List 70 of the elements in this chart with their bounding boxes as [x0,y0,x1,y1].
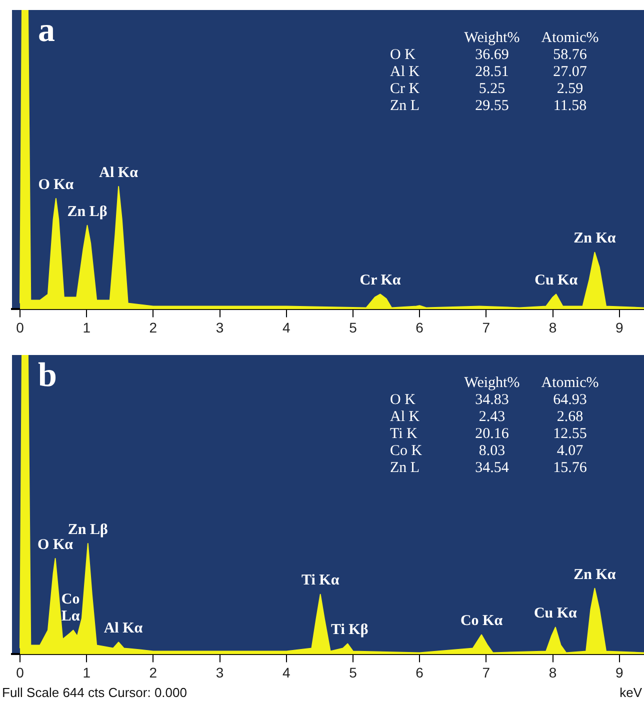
annotation: O K [390,392,416,409]
annotation: 4.07 [556,443,584,460]
x-tick-label: 8 [548,319,557,336]
annotation: Al K [390,64,420,81]
annotation: Al K [390,409,420,426]
annotation: Ti K [390,426,418,443]
annotation: 2.68 [556,409,584,426]
annotation: Zn Lβ [67,204,108,220]
x-tick-label: 5 [349,319,358,336]
annotation: Cu Kα [534,606,578,622]
annotation: Zn Kα [574,566,616,583]
x-tick-label: 3 [216,319,224,336]
x-tick-label: 2 [149,664,158,680]
x-tick-label: 9 [615,319,624,336]
annotation: O K [390,47,416,64]
annotation: 20.16 [475,426,509,443]
x-tick-label: 0 [16,664,24,680]
annotation: Co Kα [460,613,504,630]
x-tick-label: 3 [216,664,224,680]
annotation: 5.25 [478,81,506,98]
annotation: Cu Kα [534,272,578,289]
annotation: 29.55 [475,98,509,115]
annotation: Cr K [390,81,420,98]
annotation: 58.76 [553,47,587,64]
annotation: Al Kα [104,620,144,637]
annotation: Co Lα [61,592,80,625]
annotation: Atomic% [541,375,599,392]
annotation: Co K [390,443,422,460]
chart-title: b [38,357,57,395]
annotation: 27.07 [553,64,587,81]
x-tick-label: 7 [482,319,490,336]
annotation: Atomic% [541,30,599,47]
annotation: 34.54 [475,460,509,477]
x-tick-label: 5 [349,664,358,680]
annotation: 2.43 [478,409,506,426]
x-tick-label: 2 [149,319,158,336]
chart-title: a [38,12,55,50]
x-tick-label: 4 [282,664,290,680]
text: Full Scale 644 cts Cursor: 0.000 [2,685,187,700]
annotation: O Kα [38,176,74,193]
x-axis-title: keV [620,685,642,700]
x-tick-label: 9 [615,664,624,680]
annotation: O Kα [38,536,74,553]
annotation: Zn L [390,460,420,477]
annotation: 36.69 [475,47,509,64]
annotation: Ti Kβ [331,622,368,638]
annotation: Ti Kα [301,572,340,589]
annotation: Al Kα [99,164,139,181]
annotation: Cr Kα [360,272,402,289]
annotation: 12.55 [553,426,587,443]
x-tick-label: 8 [548,664,557,680]
annotation: 34.83 [475,392,509,409]
x-tick-label: 7 [482,664,490,680]
annotation: 28.51 [475,64,509,81]
x-tick-label: 6 [416,664,424,680]
x-tick-label: 1 [82,664,91,680]
annotation: Zn L [390,98,420,115]
annotation: 11.58 [553,98,587,115]
annotation: 64.93 [553,392,587,409]
x-tick-label: 0 [16,319,24,336]
x-tick-label: 6 [416,319,424,336]
annotation: Zn Lβ [68,522,108,538]
x-tick-label: 1 [82,319,91,336]
annotation: Zn Kα [574,230,616,247]
annotation: Weight% [464,375,520,392]
annotation: 8.03 [478,443,506,460]
annotation: 2.59 [556,81,584,98]
annotation: 15.76 [553,460,587,477]
x-tick-label: 4 [282,319,290,336]
annotation: Weight% [464,30,520,47]
